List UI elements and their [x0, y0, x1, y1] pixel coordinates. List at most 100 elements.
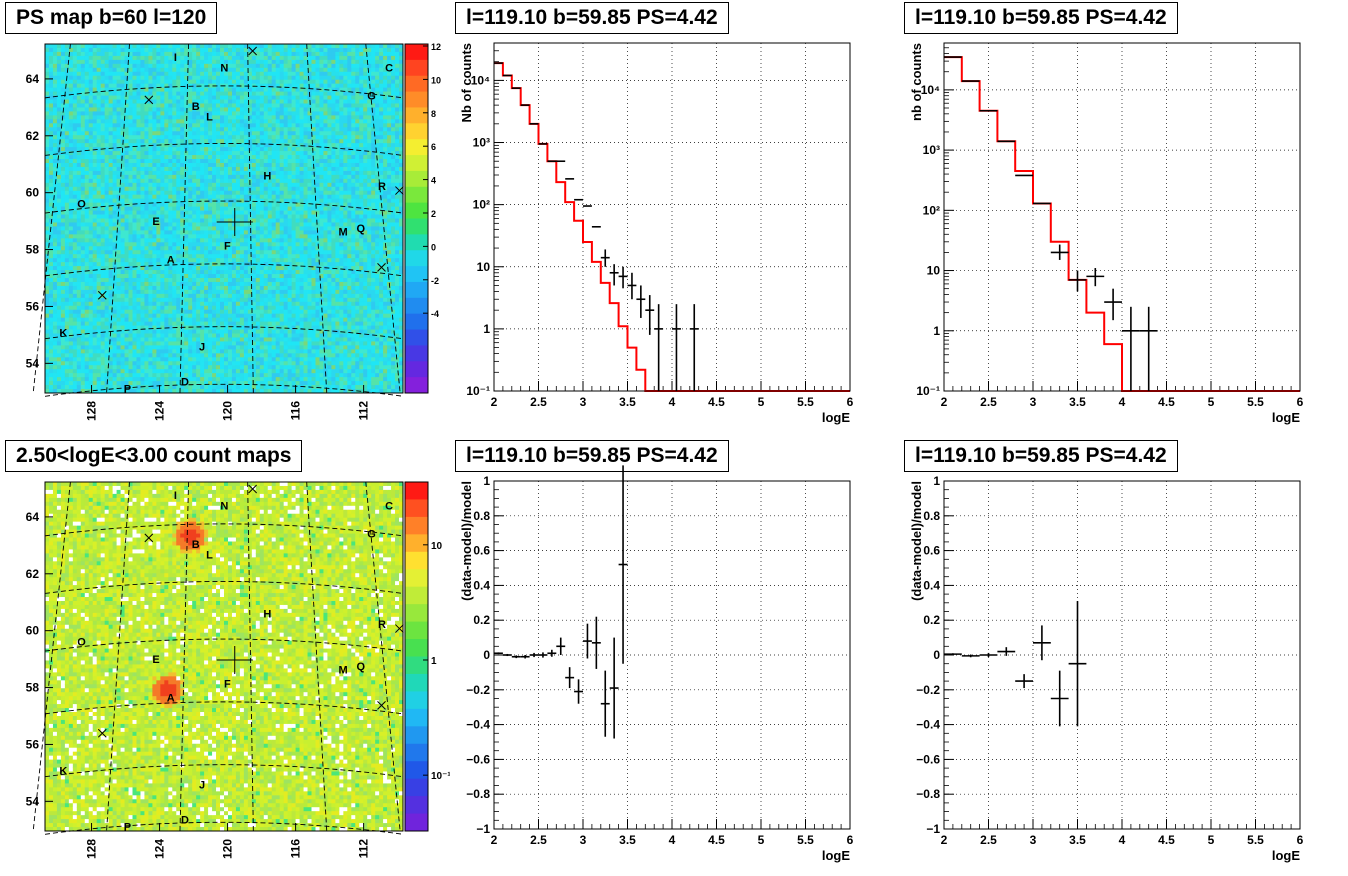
colorbar-segment: [405, 621, 428, 640]
lon-tick-label: 124: [153, 401, 167, 421]
x-tick-label: 5: [1208, 833, 1215, 847]
colorbar-tick-label: 6: [431, 142, 436, 152]
y-tick-label: 0.2: [923, 613, 940, 627]
plot-area: [944, 43, 1300, 391]
y-tick-label: 0.4: [473, 578, 490, 592]
lat-tick-label: 62: [26, 567, 40, 581]
colorbar-segment: [405, 796, 428, 815]
data-point: [618, 266, 628, 289]
x-tick-label: 4.5: [708, 395, 725, 409]
graticule-parallel: [44, 638, 404, 652]
x-tick-label: 2.5: [980, 395, 997, 409]
x-tick-label: 2.5: [530, 833, 547, 847]
colorbar-segment: [405, 604, 428, 623]
colorbar-frame: [404, 43, 429, 394]
data-point: [1068, 601, 1087, 727]
y-tick-label: −0.6: [916, 752, 940, 766]
colorbar-tick-label: 10⁻¹: [431, 771, 450, 782]
x-tick-label: 4.5: [1158, 833, 1175, 847]
y-tick-label: 0.6: [473, 544, 490, 558]
colorbar-tick-label: 8: [431, 109, 436, 119]
counts-spectrum-chart: 2 2.5 3 3.5 4 4.5 5 5.5 6 10⁻¹ 1 10 10² 10³ 10⁴ logE Nb …: [459, 42, 854, 425]
colorbar-segment: [405, 281, 428, 299]
data-point: [1050, 244, 1069, 260]
colorbar-segment: [405, 361, 428, 378]
map-bottom-title: 2.50<logE<3.00 count maps: [5, 440, 303, 472]
source-cross-marker: [97, 290, 107, 300]
source-cross-marker: [144, 533, 154, 543]
lon-tick-label: 112: [357, 401, 371, 421]
data-point: [1122, 306, 1140, 391]
x-tick-label: 2: [941, 395, 948, 409]
data-point: [1086, 268, 1105, 287]
x-tick-label: 6: [1297, 833, 1304, 847]
y-tick-label: 1: [933, 474, 940, 488]
y-tick-label: −0.4: [466, 718, 490, 732]
source-label: C: [385, 62, 393, 74]
source-label: E: [152, 654, 159, 666]
plot-frame: [943, 480, 1301, 830]
data-point: [627, 272, 637, 300]
data-point: [672, 304, 681, 391]
colorbar-segment: [405, 91, 428, 108]
graticule-parallel: [44, 85, 404, 99]
y-tick-label: −0.2: [916, 683, 940, 697]
data-point: [529, 652, 539, 658]
lon-tick-label: 120: [221, 839, 235, 859]
data-point: [583, 623, 592, 659]
lat-tick-label: 62: [26, 129, 40, 143]
colorbar-segment: [405, 297, 428, 315]
counts-spectrum-chart-coarse: 2 2.5 3 3.5 4 4.5 5 5.5 6 10⁻¹ 1 10 10² 10³ 10⁴ logE nb …: [909, 42, 1304, 425]
source-label: H: [263, 609, 271, 621]
source-cross-marker: [377, 701, 386, 710]
colorbar-segment: [405, 708, 428, 727]
colorbar-tick-label: 10: [431, 541, 443, 552]
lat-tick-label: 56: [26, 737, 40, 751]
source-label: I: [174, 52, 177, 64]
graticule-meridian: [365, 481, 401, 832]
y-tick-label: 10⁻¹: [466, 384, 490, 398]
colorbar-segment: [405, 534, 428, 553]
y-tick-label: 10³: [923, 143, 940, 157]
y-tick-label: 1: [483, 474, 490, 488]
x-tick-label: 4.5: [708, 833, 725, 847]
colorbar-segment: [405, 551, 428, 570]
data-point: [502, 653, 512, 657]
y-tick-label: 0.8: [473, 509, 490, 523]
source-label: N: [220, 500, 228, 512]
lat-tick-label: 58: [26, 243, 40, 257]
data-point: [1104, 288, 1122, 321]
x-tick-label: 3: [580, 833, 587, 847]
data-point: [600, 670, 610, 737]
data-point: [565, 667, 575, 689]
source-cross-marker: [248, 46, 257, 56]
colorbar-segment: [405, 761, 428, 780]
lat-tick-label: 56: [26, 299, 40, 313]
y-tick-label: −0.8: [916, 787, 940, 801]
x-tick-label: 5.5: [1247, 833, 1264, 847]
y-tick-label: 0: [933, 648, 940, 662]
graticule-parallel: [44, 523, 404, 537]
y-tick-label: 0.2: [473, 613, 490, 627]
colorbar-segment: [405, 266, 428, 283]
x-tick-label: 5: [758, 833, 765, 847]
colorbar-tick-label: 10: [431, 75, 441, 85]
data-point: [1139, 306, 1158, 391]
lat-tick-label: 64: [26, 510, 40, 524]
colorbar-tick-label: 0: [431, 242, 436, 252]
graticule-parallel: [44, 383, 404, 397]
source-label: F: [224, 240, 231, 252]
y-tick-label: 0: [483, 648, 490, 662]
colorbar-segment: [405, 107, 428, 124]
residual-chart-coarse: 2 2.5 3 3.5 4 4.5 5 5.5 6 −1 −0.8 −0.6 −0.4 −0.2 0 0.2 0…: [909, 474, 1304, 863]
y-axis-label: nb of counts: [909, 43, 924, 121]
x-tick-label: 5.5: [797, 833, 814, 847]
x-tick-label: 3: [1030, 833, 1037, 847]
colorbar-segment: [405, 743, 428, 762]
colorbar-tick-label: 2: [431, 209, 436, 219]
data-point: [654, 304, 664, 391]
colorbar-segment: [405, 186, 428, 204]
y-tick-label: −0.4: [916, 718, 940, 732]
colorbar-segment: [405, 313, 428, 331]
data-point: [1033, 625, 1051, 661]
